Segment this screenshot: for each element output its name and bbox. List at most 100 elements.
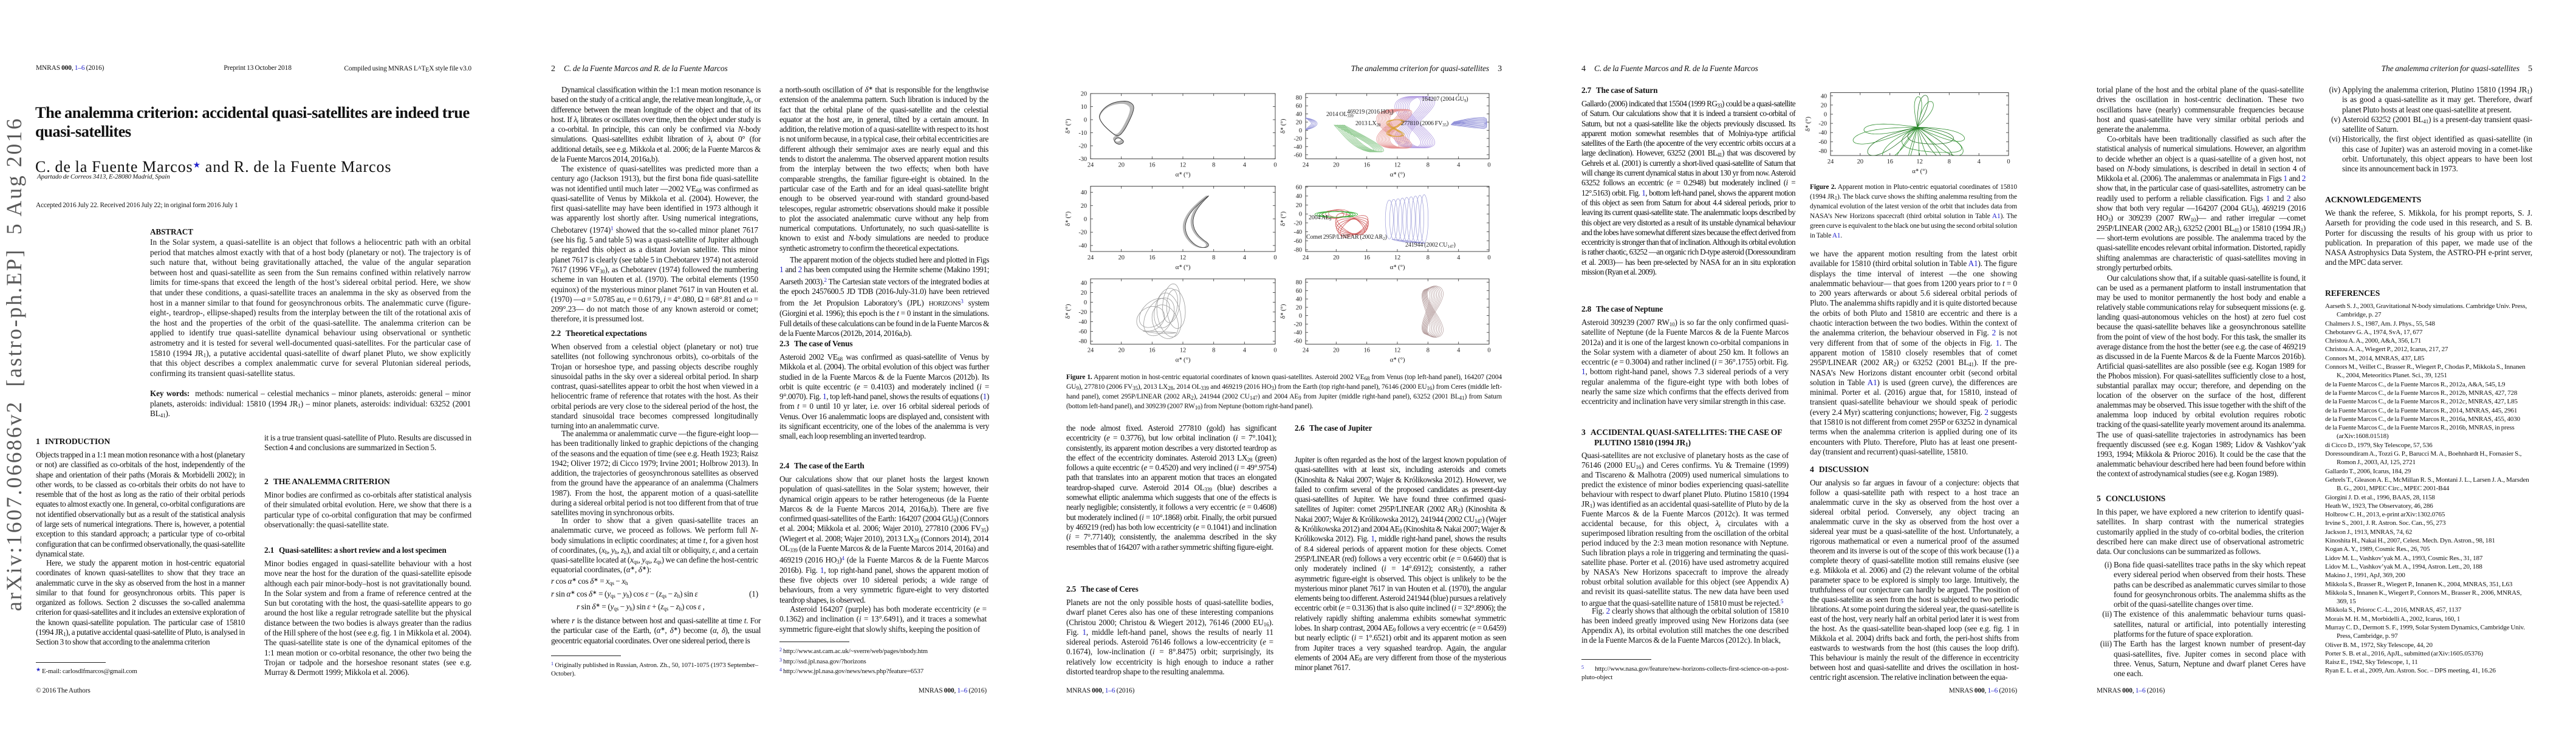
svg-text:4: 4: [1243, 162, 1247, 169]
svg-text:4: 4: [1457, 347, 1461, 354]
svg-text:16: 16: [1149, 255, 1155, 261]
svg-text:4: 4: [1978, 159, 1981, 165]
svg-text:12: 12: [1394, 162, 1400, 169]
svg-text:-10: -10: [1078, 130, 1087, 137]
svg-text:40: 40: [1296, 193, 1302, 200]
svg-text:-40: -40: [1818, 130, 1827, 137]
svg-text:0: 0: [1084, 299, 1087, 306]
svg-text:16: 16: [1887, 159, 1893, 165]
svg-text:δ∗ (°): δ∗ (°): [1064, 304, 1072, 319]
svg-text:0: 0: [1273, 255, 1276, 261]
svg-text:20: 20: [1333, 347, 1339, 354]
svg-text:16: 16: [1149, 347, 1155, 354]
svg-text:12: 12: [1180, 255, 1186, 261]
svg-text:-80: -80: [1293, 247, 1302, 254]
svg-text:α∗ (°): α∗ (°): [1176, 357, 1191, 364]
svg-text:α∗ (°): α∗ (°): [1176, 171, 1191, 179]
svg-text:8: 8: [1212, 255, 1215, 261]
svg-text:60: 60: [1296, 288, 1302, 295]
svg-text:-20: -20: [1293, 135, 1302, 142]
svg-text:2004 AE9: 2004 AE9: [1309, 214, 1332, 222]
svg-text:-40: -40: [1078, 319, 1087, 326]
svg-text:20: 20: [1821, 102, 1827, 109]
svg-text:δ∗ (°): δ∗ (°): [1279, 211, 1287, 227]
svg-text:-80: -80: [1818, 148, 1827, 155]
svg-text:-20: -20: [1818, 121, 1827, 128]
svg-text:20: 20: [1333, 162, 1339, 169]
svg-text:20: 20: [1081, 91, 1087, 98]
svg-text:2014 OL339: 2014 OL339: [1326, 111, 1354, 118]
svg-text:0: 0: [1084, 216, 1087, 223]
svg-text:-30: -30: [1078, 156, 1087, 163]
svg-text:0: 0: [1299, 313, 1302, 320]
svg-text:-40: -40: [1293, 229, 1302, 236]
svg-text:δ∗ (°): δ∗ (°): [1804, 117, 1812, 132]
svg-text:20: 20: [1118, 347, 1125, 354]
svg-text:12: 12: [1394, 347, 1400, 354]
svg-text:20: 20: [1296, 304, 1302, 311]
svg-text:20: 20: [1118, 162, 1125, 169]
svg-text:24: 24: [1303, 347, 1309, 354]
svg-text:20: 20: [1857, 159, 1863, 165]
svg-text:4: 4: [1457, 255, 1461, 261]
svg-text:24: 24: [1088, 255, 1094, 261]
svg-text:0: 0: [1487, 162, 1490, 169]
svg-text:0: 0: [1299, 128, 1302, 134]
svg-text:0: 0: [1487, 255, 1490, 261]
svg-text:α∗ (°): α∗ (°): [1176, 264, 1191, 271]
svg-text:20: 20: [1333, 255, 1339, 261]
svg-text:80: 80: [1296, 279, 1302, 286]
svg-text:α∗ (°): α∗ (°): [1912, 168, 1927, 175]
svg-text:-60: -60: [1293, 338, 1302, 345]
svg-text:12: 12: [1180, 347, 1186, 354]
svg-text:20: 20: [1296, 202, 1302, 209]
svg-text:-20: -20: [1078, 309, 1087, 316]
svg-text:-80: -80: [1078, 338, 1087, 345]
svg-text:0: 0: [1299, 211, 1302, 218]
svg-text:0: 0: [1273, 162, 1276, 169]
svg-text:δ∗ (°): δ∗ (°): [1064, 118, 1072, 134]
svg-text:8: 8: [1212, 162, 1215, 169]
svg-text:40: 40: [1821, 93, 1827, 100]
svg-text:12: 12: [1916, 159, 1922, 165]
svg-text:12: 12: [1180, 162, 1186, 169]
svg-text:24: 24: [1828, 159, 1834, 165]
svg-text:16: 16: [1364, 255, 1370, 261]
svg-text:20: 20: [1118, 255, 1125, 261]
svg-text:0: 0: [1273, 347, 1276, 354]
svg-text:469219 (2016 HO3): 469219 (2016 HO3): [1347, 109, 1393, 116]
svg-text:12: 12: [1394, 255, 1400, 261]
svg-text:8: 8: [1948, 159, 1951, 165]
svg-text:α∗ (°): α∗ (°): [1390, 357, 1405, 364]
svg-text:α∗ (°): α∗ (°): [1390, 264, 1405, 271]
svg-text:24: 24: [1088, 347, 1094, 354]
svg-text:δ∗ (°): δ∗ (°): [1064, 211, 1072, 227]
svg-text:10: 10: [1081, 104, 1087, 111]
svg-text:8: 8: [1427, 255, 1430, 261]
svg-text:16: 16: [1364, 162, 1370, 169]
svg-text:277810 (2006 FV35): 277810 (2006 FV35): [1401, 120, 1448, 128]
svg-text:40: 40: [1081, 190, 1087, 196]
svg-text:Comet 295P/LINEAR (2002 AR2): Comet 295P/LINEAR (2002 AR2): [1306, 234, 1387, 241]
svg-text:-60: -60: [1818, 139, 1827, 146]
svg-text:0: 0: [2007, 159, 2010, 165]
svg-text:0: 0: [1084, 117, 1087, 124]
svg-text:α∗ (°): α∗ (°): [1390, 171, 1405, 179]
svg-text:δ∗ (°): δ∗ (°): [1279, 304, 1287, 319]
svg-text:0: 0: [1487, 347, 1490, 354]
svg-text:241944 (2002 CU147): 241944 (2002 CU147): [1405, 242, 1456, 249]
svg-text:60: 60: [1296, 103, 1302, 110]
svg-text:40: 40: [1296, 296, 1302, 303]
svg-text:60: 60: [1296, 185, 1302, 191]
svg-text:0: 0: [1824, 112, 1827, 118]
svg-text:164207 (2004 GU9): 164207 (2004 GU9): [1422, 96, 1468, 103]
svg-text:8: 8: [1212, 347, 1215, 354]
svg-text:-60: -60: [1293, 152, 1302, 159]
svg-text:4: 4: [1243, 255, 1247, 261]
svg-text:δ∗ (°): δ∗ (°): [1279, 118, 1287, 134]
svg-text:-20: -20: [1078, 143, 1087, 150]
svg-text:2013 LX28: 2013 LX28: [1355, 120, 1381, 128]
svg-text:-40: -40: [1078, 243, 1087, 250]
svg-text:16: 16: [1364, 347, 1370, 354]
svg-text:80: 80: [1296, 95, 1302, 101]
